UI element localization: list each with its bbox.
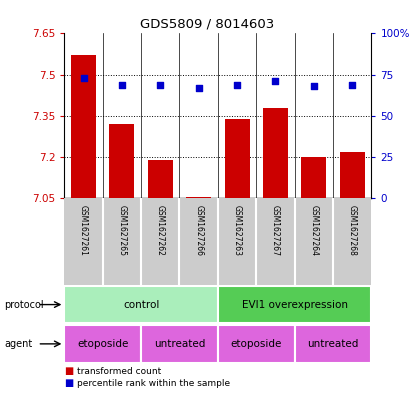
Text: GSM1627266: GSM1627266	[194, 206, 203, 256]
Point	[119, 81, 125, 88]
Point	[349, 81, 356, 88]
Text: EVI1 overexpression: EVI1 overexpression	[242, 299, 348, 310]
Bar	[186, 197, 211, 198]
Point	[234, 81, 240, 88]
Text: ■: ■	[64, 378, 73, 388]
Point	[310, 83, 317, 89]
Text: etoposide: etoposide	[231, 339, 282, 349]
Text: protocol: protocol	[4, 299, 44, 310]
Text: etoposide: etoposide	[77, 339, 128, 349]
Text: agent: agent	[4, 339, 32, 349]
Bar	[218, 325, 295, 363]
Bar	[64, 325, 141, 363]
Text: untreated: untreated	[308, 339, 359, 349]
Text: untreated: untreated	[154, 339, 205, 349]
Point	[157, 81, 164, 88]
Bar	[148, 160, 173, 198]
Point	[80, 75, 87, 81]
Text: control: control	[123, 299, 159, 310]
Bar	[218, 286, 371, 323]
Text: GSM1627263: GSM1627263	[232, 206, 242, 256]
Bar	[225, 119, 249, 198]
Bar	[141, 325, 218, 363]
Text: ■: ■	[64, 366, 73, 376]
Text: percentile rank within the sample: percentile rank within the sample	[77, 379, 230, 387]
Bar	[263, 108, 288, 198]
Text: GSM1627268: GSM1627268	[348, 206, 357, 256]
Bar	[295, 325, 371, 363]
Text: GSM1627265: GSM1627265	[117, 206, 127, 256]
Text: GSM1627264: GSM1627264	[309, 206, 318, 256]
Bar	[64, 286, 218, 323]
Text: GSM1627262: GSM1627262	[156, 206, 165, 256]
Bar	[301, 157, 326, 198]
Text: transformed count: transformed count	[77, 367, 161, 376]
Bar	[71, 55, 96, 198]
Point	[272, 78, 279, 84]
Text: GDS5809 / 8014603: GDS5809 / 8014603	[140, 18, 275, 31]
Text: GSM1627261: GSM1627261	[79, 206, 88, 256]
Bar	[110, 124, 134, 198]
Point	[195, 85, 202, 91]
Text: GSM1627267: GSM1627267	[271, 206, 280, 256]
Bar	[340, 152, 365, 198]
